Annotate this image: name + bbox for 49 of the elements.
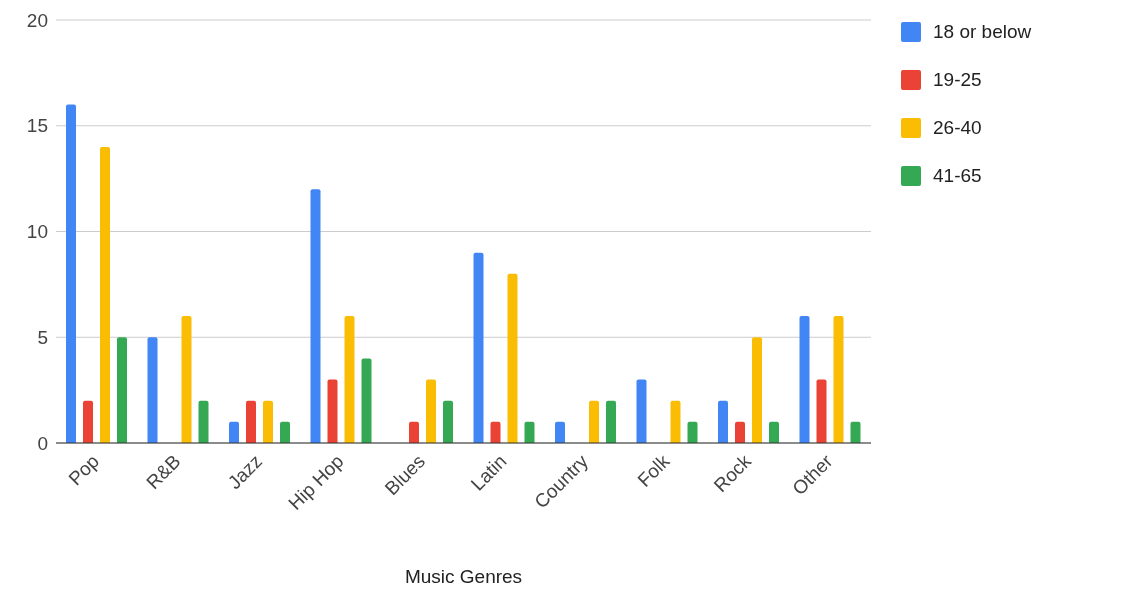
bar — [833, 316, 844, 443]
bar — [443, 400, 453, 443]
bar — [409, 421, 419, 443]
x-axis-title: Music Genres — [404, 566, 523, 587]
bar — [735, 421, 745, 443]
bar — [816, 379, 827, 443]
bar — [490, 421, 501, 443]
y-tick-label: 0 — [37, 432, 48, 454]
bar — [426, 379, 436, 443]
bar — [524, 421, 535, 443]
bar — [344, 316, 355, 443]
bar — [100, 146, 110, 443]
legend-label: 26-40 — [933, 117, 982, 139]
bar — [670, 400, 681, 443]
bar — [718, 400, 728, 443]
bar — [229, 421, 239, 443]
bar — [687, 421, 698, 443]
bar — [327, 379, 338, 443]
bar — [280, 421, 290, 443]
bar — [246, 400, 256, 443]
bar — [636, 379, 647, 443]
bar — [181, 316, 192, 443]
legend-label: 19-25 — [933, 69, 982, 91]
bar — [198, 400, 209, 443]
y-tick-label: 5 — [37, 326, 48, 348]
bar — [117, 337, 127, 443]
x-tick-label: Pop — [64, 450, 104, 490]
y-tick-label: 15 — [26, 115, 48, 137]
bar — [361, 358, 372, 443]
bar — [66, 104, 76, 443]
x-tick-label: Folk — [633, 450, 674, 491]
bar — [555, 421, 565, 443]
bar — [263, 400, 273, 443]
bar — [850, 421, 861, 443]
y-tick-label: 20 — [26, 9, 48, 31]
bar — [473, 252, 484, 443]
bar — [752, 337, 762, 443]
bar — [310, 189, 321, 443]
legend-label: 41-65 — [933, 165, 982, 187]
bar — [769, 421, 779, 443]
bar — [83, 400, 93, 443]
x-tick-label: Hip Hop — [284, 450, 348, 514]
bar — [147, 337, 158, 443]
bar — [799, 316, 810, 443]
legend-label: 18 or below — [933, 21, 1032, 43]
bar — [589, 400, 599, 443]
bar — [507, 273, 518, 443]
y-tick-label: 10 — [26, 221, 48, 243]
bar — [606, 400, 616, 443]
